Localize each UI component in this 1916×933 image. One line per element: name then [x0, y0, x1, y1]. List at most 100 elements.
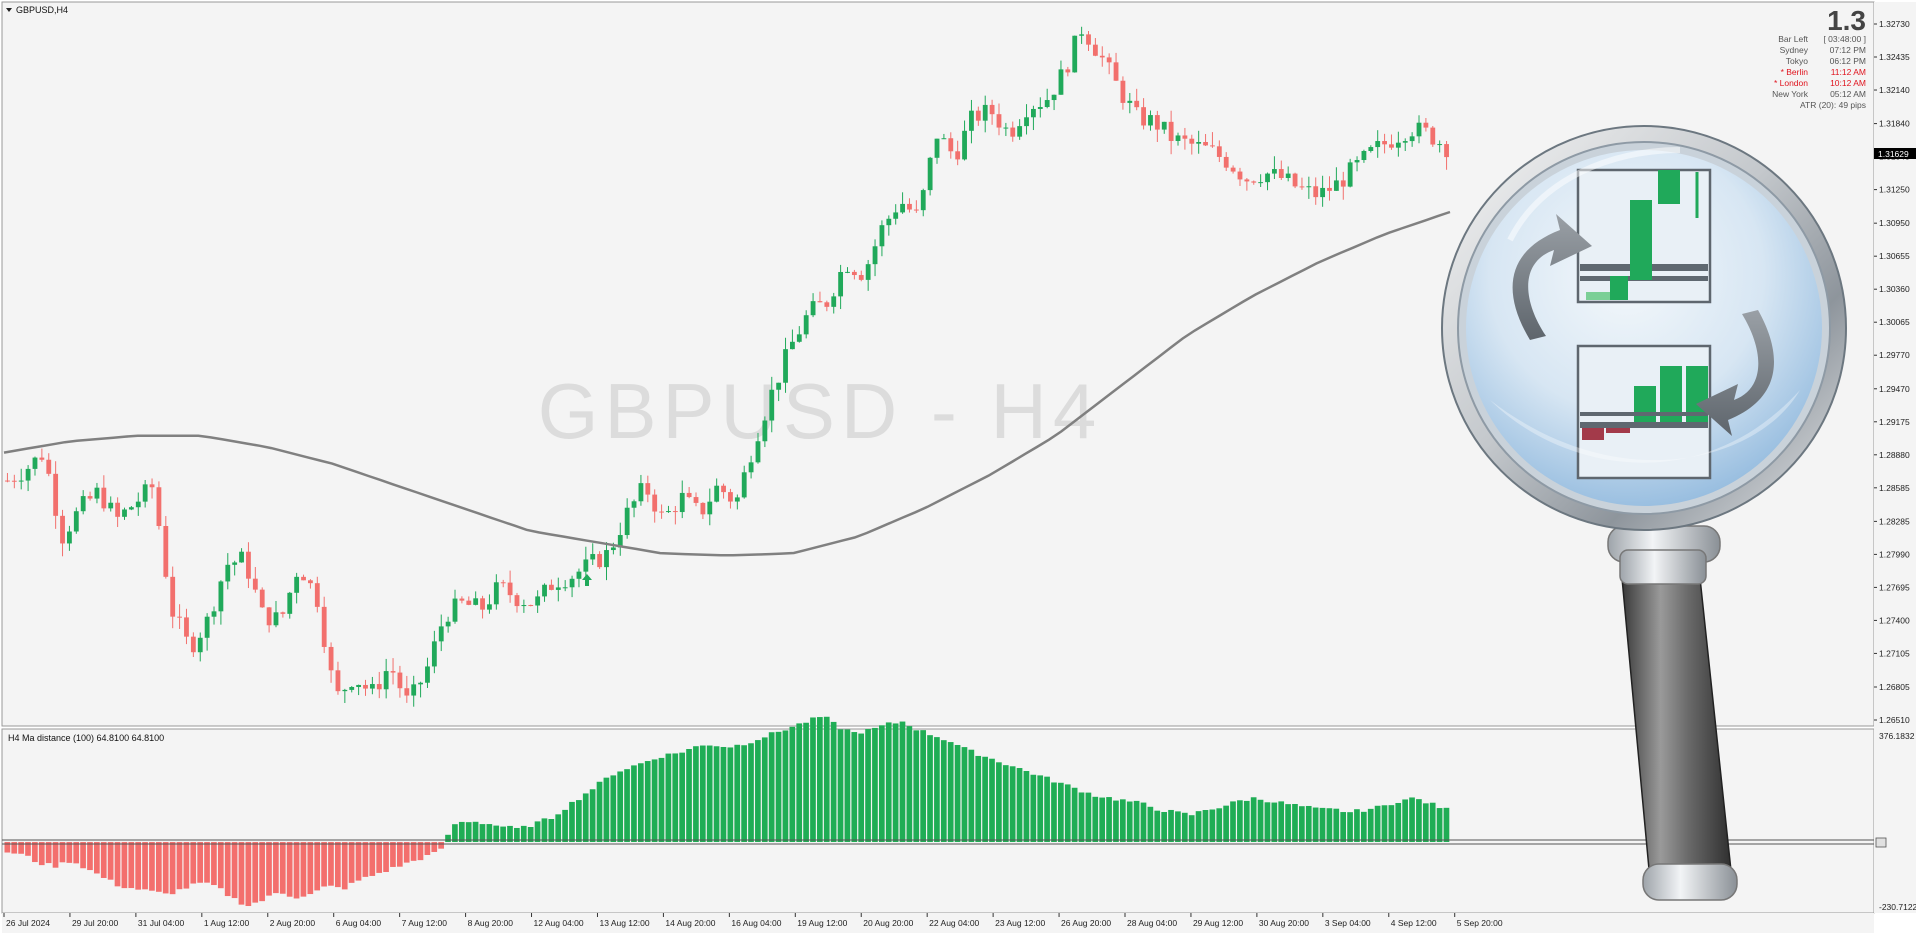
candle-body: [225, 564, 231, 582]
histogram-bar: [610, 775, 617, 842]
histogram-bar: [1243, 800, 1250, 842]
histogram-bar: [1333, 808, 1340, 842]
x-tick-label: 2 Aug 20:00: [270, 918, 316, 928]
candle-body: [590, 554, 596, 560]
histogram-bar: [548, 819, 555, 842]
candle-body: [610, 547, 616, 551]
y-tick-label: 1.29770: [1879, 350, 1910, 360]
histogram-bar: [211, 842, 217, 886]
histogram-bar: [1016, 768, 1023, 842]
indicator-label: H4 Ma distance (100) 64.8100 64.8100: [8, 733, 164, 743]
candle-body: [631, 501, 637, 508]
histogram-bar: [830, 721, 837, 842]
candle-body: [1354, 160, 1360, 163]
candle-body: [783, 349, 788, 383]
histogram-bar: [479, 824, 486, 842]
histogram-bar: [534, 821, 541, 842]
histogram-bar: [114, 842, 121, 887]
candle-body: [734, 497, 740, 502]
histogram-bar: [1257, 799, 1264, 842]
x-tick-label: 26 Aug 20:00: [1061, 918, 1111, 928]
histogram-bar: [940, 740, 947, 842]
histogram-bar: [486, 824, 493, 842]
candle-body: [1189, 138, 1195, 144]
histogram-bar: [1409, 797, 1415, 842]
candle-body: [1017, 126, 1023, 137]
histogram-bar: [878, 725, 885, 842]
y-tick-label: 1.27105: [1879, 648, 1910, 658]
histogram-bar: [1223, 805, 1229, 842]
candle-body: [604, 550, 609, 568]
histogram-bar: [266, 842, 272, 896]
candle-body: [1106, 57, 1112, 63]
x-tick-label: 30 Aug 20:00: [1259, 918, 1309, 928]
candle-body: [514, 595, 520, 607]
x-tick-label: 8 Aug 20:00: [468, 918, 514, 928]
candle-body: [383, 671, 389, 690]
candle-body: [1216, 146, 1222, 157]
candle-body: [755, 441, 761, 463]
y-tick-label: 1.29470: [1879, 384, 1910, 394]
candle-body: [666, 511, 671, 513]
candle-body: [969, 110, 974, 131]
histogram-bar: [286, 842, 293, 897]
histogram-bar: [520, 825, 527, 842]
candle-body: [418, 682, 423, 685]
histogram-bar: [679, 752, 685, 842]
histogram-bar: [658, 757, 665, 842]
candle-body: [672, 511, 678, 513]
candle-body: [555, 587, 561, 590]
histogram-bar: [107, 842, 114, 880]
histogram-bar: [300, 842, 307, 897]
histogram-bar: [892, 723, 899, 842]
histogram-bar: [1009, 766, 1016, 842]
candle-body: [246, 551, 251, 579]
histogram-bar: [1347, 812, 1353, 842]
histogram-bar: [1278, 801, 1285, 842]
candle-body: [239, 551, 244, 563]
candle-body: [1375, 141, 1381, 148]
candle-body: [301, 576, 306, 581]
candle-body: [452, 598, 458, 622]
histogram-bar: [1175, 811, 1181, 842]
histogram-bar: [803, 722, 809, 842]
candle-body: [803, 315, 809, 335]
histogram-bar: [458, 821, 465, 842]
histogram-bar: [1099, 797, 1106, 842]
histogram-bar: [1429, 802, 1436, 842]
candle-body: [356, 684, 362, 688]
candle-body: [94, 487, 100, 499]
candle-body: [989, 104, 995, 115]
histogram-bar: [245, 842, 252, 907]
candle-body: [73, 511, 79, 532]
candle-body: [872, 246, 878, 265]
candle-body: [1065, 69, 1071, 73]
candle-body: [335, 670, 341, 692]
histogram-bar: [706, 745, 713, 842]
histogram-bar: [355, 842, 362, 881]
histogram-bar: [727, 747, 734, 842]
candle-body: [583, 559, 589, 572]
histogram-bar: [589, 789, 596, 842]
current-price-box: [1874, 148, 1916, 159]
histogram-bar: [858, 733, 865, 842]
candle-body: [128, 507, 134, 510]
histogram-bar: [25, 842, 31, 856]
info-panel: Bar Left [ 03:48:00 ] Sydney 07:12 PM Tokyo 0…: [1772, 34, 1866, 99]
info-row-label: Tokyo: [1786, 56, 1808, 66]
candle-body: [1223, 156, 1229, 168]
histogram-bar: [947, 742, 954, 842]
histogram-bar: [775, 731, 782, 842]
dropdown-icon[interactable]: [6, 8, 12, 12]
histogram-bar: [1416, 799, 1422, 842]
histogram-bar: [1388, 805, 1395, 842]
histogram-bar: [885, 722, 892, 842]
candle-body: [1306, 186, 1312, 188]
histogram-bar: [603, 777, 610, 842]
candle-body: [1292, 173, 1298, 187]
candle-body: [1237, 171, 1243, 180]
x-tick-label: 26 Jul 2024: [6, 918, 50, 928]
y-tick-label: 1.30950: [1879, 218, 1910, 228]
histogram-bar: [390, 842, 396, 867]
